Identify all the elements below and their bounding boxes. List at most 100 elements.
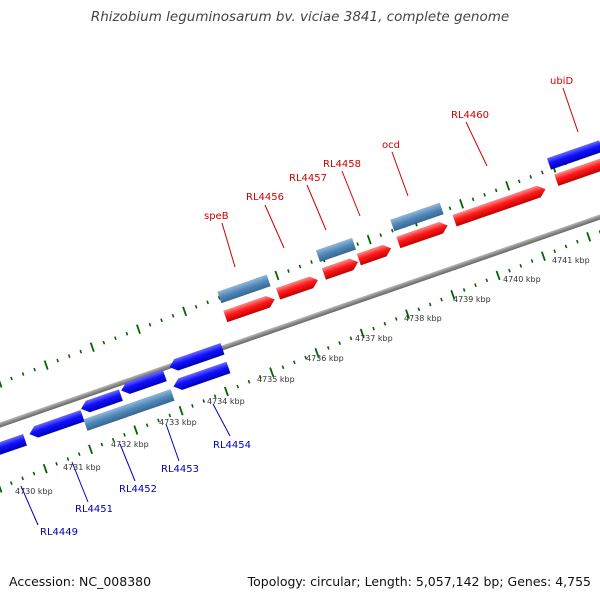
minor-tick bbox=[67, 354, 71, 358]
major-tick bbox=[88, 444, 93, 455]
minor-tick bbox=[326, 346, 330, 350]
minor-tick bbox=[417, 307, 421, 312]
minor-tick bbox=[66, 457, 70, 461]
minor-tick bbox=[102, 340, 106, 345]
major-tick bbox=[274, 270, 280, 281]
major-tick bbox=[89, 342, 95, 352]
minor-tick bbox=[77, 452, 81, 457]
gene-label-RL4454: RL4454 bbox=[213, 440, 251, 451]
gene-label-RL4458: RL4458 bbox=[323, 159, 361, 170]
gene-features bbox=[0, 140, 600, 456]
leader-line bbox=[212, 403, 231, 437]
minor-tick bbox=[123, 433, 126, 437]
minor-tick bbox=[21, 372, 25, 376]
major-tick bbox=[505, 181, 511, 191]
leader-line bbox=[306, 184, 327, 231]
major-tick bbox=[359, 328, 365, 339]
feature-RL4454b bbox=[169, 342, 225, 371]
minor-tick bbox=[247, 379, 251, 384]
label-leaders bbox=[20, 87, 579, 526]
minor-tick bbox=[191, 404, 194, 408]
minor-tick bbox=[55, 461, 58, 466]
major-tick bbox=[366, 234, 372, 245]
major-tick bbox=[314, 347, 320, 358]
minor-tick bbox=[145, 423, 149, 428]
gene-label-speB: speB bbox=[204, 211, 229, 222]
minor-tick bbox=[217, 296, 221, 300]
major-tick bbox=[43, 360, 49, 370]
map-title: Rhizobium leguminosarum bv. viciae 3841,… bbox=[90, 9, 510, 25]
gene-label-RL4456: RL4456 bbox=[246, 192, 284, 203]
gene-label-ocd: ocd bbox=[382, 140, 400, 151]
minor-tick bbox=[259, 375, 262, 379]
minor-tick bbox=[33, 367, 36, 372]
gene-label-RL4452: RL4452 bbox=[119, 484, 157, 495]
kbp-label: 4734 kbp bbox=[207, 397, 245, 406]
minor-tick bbox=[213, 394, 217, 399]
kbp-label: 4741 kbp bbox=[552, 256, 590, 265]
feature-RL4456a bbox=[223, 295, 275, 323]
gene-label-RL4451: RL4451 bbox=[75, 504, 113, 515]
minor-tick bbox=[462, 288, 466, 292]
minor-tick bbox=[517, 179, 521, 184]
feature-RL4451b bbox=[80, 389, 124, 413]
accession-text: Accession: NC_008380 bbox=[9, 574, 152, 589]
leader-line bbox=[264, 204, 285, 249]
minor-tick bbox=[298, 264, 302, 269]
kbp-label: 4731 kbp bbox=[63, 463, 101, 472]
minor-tick bbox=[304, 355, 307, 360]
minor-tick bbox=[529, 175, 533, 179]
minor-tick bbox=[148, 322, 152, 327]
minor-tick bbox=[194, 304, 198, 309]
leader-line bbox=[165, 423, 180, 462]
minor-tick bbox=[168, 413, 172, 418]
leader-line bbox=[221, 222, 236, 268]
leader-line bbox=[20, 485, 39, 526]
minor-tick bbox=[356, 242, 360, 246]
minor-tick bbox=[494, 188, 498, 193]
gene-labels: 4730 kbp 4731 kbp 4732 kbp 4733 kbp 4734 kbp… bbox=[15, 76, 590, 538]
major-tick bbox=[269, 367, 275, 377]
minor-tick bbox=[111, 437, 115, 442]
major-tick bbox=[459, 198, 464, 209]
minor-tick bbox=[79, 349, 83, 354]
leader-line bbox=[71, 461, 89, 503]
minor-tick bbox=[10, 481, 13, 486]
major-tick bbox=[405, 309, 410, 319]
gene-label-RL4460: RL4460 bbox=[451, 110, 489, 121]
minor-tick bbox=[428, 302, 432, 307]
feature-RL4460 bbox=[452, 185, 546, 227]
major-tick bbox=[182, 306, 188, 317]
leader-line bbox=[465, 121, 488, 167]
minor-tick bbox=[383, 321, 387, 326]
feature-RL4451 bbox=[29, 409, 85, 438]
leader-line bbox=[341, 170, 361, 217]
kbp-label: 4732 kbp bbox=[111, 440, 149, 449]
minor-tick bbox=[281, 365, 285, 370]
major-tick bbox=[42, 463, 48, 474]
minor-tick bbox=[32, 471, 36, 476]
minor-tick bbox=[202, 399, 206, 403]
major-tick bbox=[0, 380, 3, 388]
major-tick bbox=[495, 270, 501, 281]
minor-tick bbox=[206, 300, 210, 305]
feature-RL4456 bbox=[275, 276, 319, 300]
kbp-label: 4737 kbp bbox=[355, 334, 393, 343]
feature-RL4454 bbox=[173, 361, 231, 391]
gene-label-RL4449: RL4449 bbox=[40, 527, 78, 538]
minor-tick bbox=[390, 228, 394, 233]
kbp-label: 4735 kbp bbox=[257, 375, 295, 384]
minor-tick bbox=[160, 318, 163, 323]
minor-tick bbox=[125, 331, 129, 336]
minor-tick bbox=[508, 268, 511, 273]
gene-label-ubiD: ubiD bbox=[550, 76, 573, 87]
major-tick bbox=[136, 324, 141, 335]
genome-summary: Topology: circular; Length: 5,057,142 bp… bbox=[247, 574, 591, 589]
feature-ocd-upper bbox=[390, 202, 444, 232]
genome-backbone bbox=[0, 199, 600, 434]
major-tick bbox=[133, 425, 139, 435]
feature-ubiD bbox=[546, 140, 600, 170]
gene-label-RL4457: RL4457 bbox=[289, 173, 327, 184]
minor-tick bbox=[576, 239, 579, 244]
